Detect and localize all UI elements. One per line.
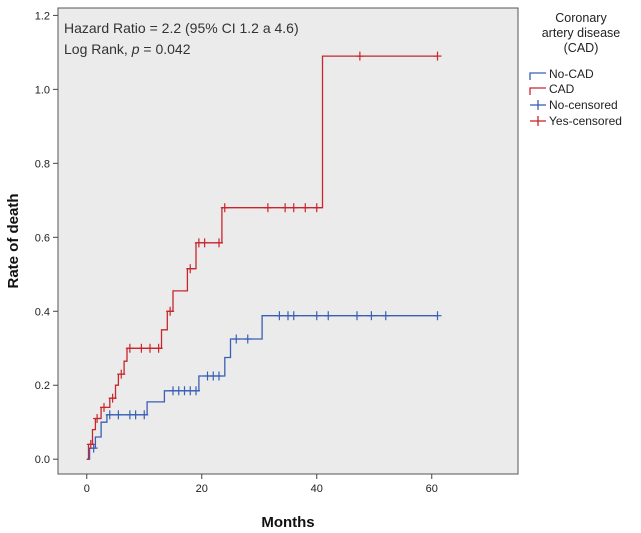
censor-mark-cad (186, 264, 195, 274)
censor-mark-no-cad (192, 386, 200, 396)
censor-mark-cad (166, 306, 175, 316)
legend-swatch-cad (529, 87, 546, 95)
log-rank-prefix: Log Rank, (64, 41, 132, 57)
censor-mark-cad (137, 343, 146, 353)
legend-label-yes-censored: Yes-censored (549, 114, 622, 128)
y-tick-label: 0.4 (35, 306, 50, 318)
censor-mark-no-cad (381, 311, 390, 321)
y-tick-label: 0.6 (35, 232, 50, 244)
series-line-cad (86, 55, 438, 460)
plot-area (57, 7, 519, 475)
y-tick-label: 0.8 (35, 158, 50, 170)
censor-mark-cad (154, 343, 163, 353)
censor-mark-no-cad (353, 311, 361, 321)
censor-mark-cad (433, 51, 442, 61)
y-tick-label: 1.0 (35, 84, 50, 96)
censor-mark-cad (86, 439, 95, 449)
censor-mark-no-cad (324, 311, 333, 321)
censor-mark-no-cad (433, 311, 442, 321)
censor-mark-no-cad (105, 410, 114, 420)
series-line-no-cad (86, 315, 438, 460)
censor-mark-cad (281, 203, 290, 213)
censor-mark-cad (146, 343, 154, 353)
censor-mark-no-cad (275, 311, 284, 321)
legend-label-no-cad: No-CAD (549, 67, 594, 81)
legend-swatch-yes-censored (530, 116, 546, 126)
censor-mark-no-cad (215, 371, 223, 381)
censor-mark-cad (215, 238, 223, 248)
censor-mark-cad (289, 203, 298, 213)
legend-label-no-censored: No-censored (549, 98, 618, 112)
legend-title-line-3: (CAD) (564, 41, 599, 55)
censor-mark-no-cad (131, 410, 140, 420)
censor-mark-no-cad (289, 311, 298, 321)
legend: Coronary artery disease (CAD) No-CAD CAD… (529, 11, 622, 128)
censor-mark-cad (301, 203, 310, 213)
censor-mark-no-cad (114, 410, 123, 420)
log-rank-suffix: = 0.042 (140, 41, 191, 57)
legend-title-line-2: artery disease (542, 26, 621, 40)
censor-mark-cad (312, 203, 321, 213)
y-tick-label: 0.2 (35, 380, 50, 392)
legend-label-cad: CAD (549, 82, 575, 96)
legend-title-line-1: Coronary (555, 11, 607, 25)
censor-mark-cad (100, 402, 108, 412)
censor-mark-no-cad (367, 311, 376, 321)
series-layer (86, 51, 442, 460)
censor-mark-no-cad (232, 334, 241, 344)
censor-mark-cad (355, 51, 364, 61)
censor-mark-no-cad (243, 334, 252, 344)
hazard-ratio-annotation: Hazard Ratio = 2.2 (95% CI 1.2 a 4.6) (64, 20, 299, 36)
axis-ticks: 0 20 40 60 0.0 0.2 0.4 0.6 0.8 1.0 1.2 (35, 10, 438, 495)
censor-mark-cad (117, 369, 126, 379)
y-tick-label: 0.0 (35, 454, 50, 466)
censor-mark-cad (108, 393, 117, 403)
legend-swatch-no-cad (529, 72, 546, 80)
censor-mark-cad (125, 343, 134, 353)
log-rank-p: p (131, 41, 140, 57)
x-tick-label: 40 (311, 483, 323, 495)
censor-mark-no-cad (312, 311, 321, 321)
legend-swatch-no-censored (530, 100, 546, 110)
censor-mark-cad (220, 203, 229, 213)
x-tick-label: 0 (84, 483, 90, 495)
y-axis-title: Rate of death (5, 193, 22, 288)
y-tick-label: 1.2 (35, 10, 50, 22)
x-tick-label: 60 (426, 483, 438, 495)
log-rank-annotation: Log Rank, p = 0.042 (64, 41, 191, 57)
censor-mark-cad (263, 203, 272, 213)
censor-mark-cad (93, 414, 102, 424)
censor-mark-no-cad (140, 410, 149, 420)
censor-mark-cad (200, 238, 209, 248)
x-axis-title: Months (261, 514, 314, 531)
x-tick-label: 20 (196, 483, 208, 495)
